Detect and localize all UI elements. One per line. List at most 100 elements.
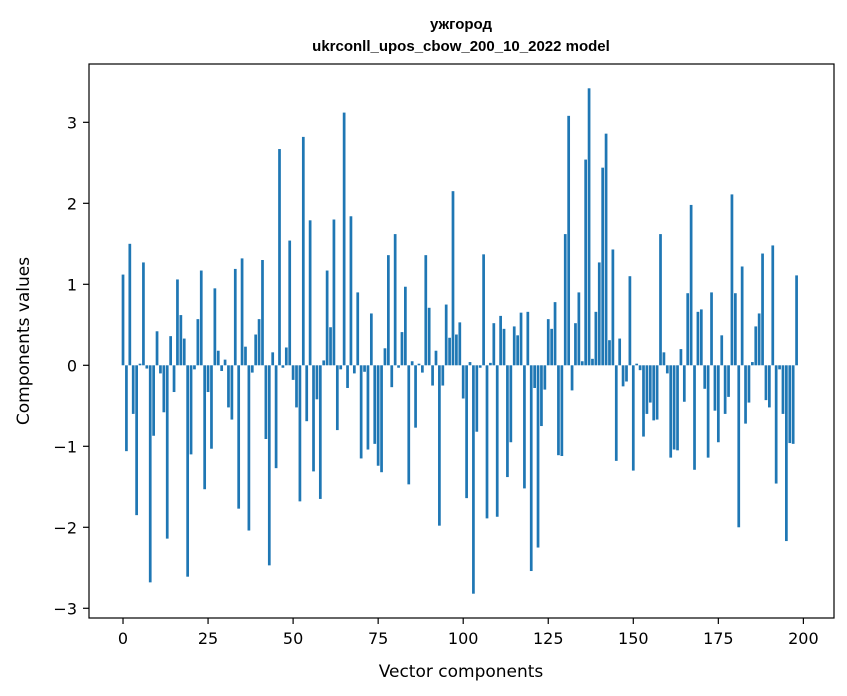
bar-component-105 — [478, 365, 482, 368]
bar-component-177 — [723, 365, 727, 414]
bar-component-73 — [369, 313, 373, 366]
bar-component-109 — [492, 323, 496, 366]
bar-component-121 — [533, 365, 536, 388]
bar-component-168 — [693, 365, 696, 470]
bar-component-178 — [727, 365, 730, 397]
bar-component-102 — [468, 362, 472, 366]
bar-component-176 — [720, 335, 724, 366]
bar-component-3 — [131, 365, 135, 414]
bar-component-104 — [475, 365, 479, 432]
bar-component-8 — [148, 365, 152, 583]
bar-component-32 — [230, 365, 234, 420]
bar-component-138 — [591, 358, 594, 366]
bar-component-172 — [706, 365, 710, 458]
bar-component-161 — [669, 365, 673, 458]
bar-component-9 — [152, 365, 155, 436]
bar-component-160 — [665, 365, 669, 374]
bar-component-189 — [764, 365, 768, 401]
bar-component-38 — [250, 365, 254, 373]
bar-component-112 — [502, 328, 506, 366]
bar-component-87 — [417, 363, 421, 366]
bar-component-92 — [434, 350, 438, 366]
bar-component-54 — [305, 365, 309, 422]
bar-component-91 — [431, 365, 434, 386]
bar-component-63 — [335, 365, 339, 431]
bar-component-42 — [264, 365, 268, 439]
bar-component-148 — [625, 365, 628, 382]
bar-component-24 — [203, 365, 207, 490]
bar-component-190 — [768, 365, 771, 408]
bar-component-77 — [383, 348, 387, 366]
y-tick-label: 2 — [67, 194, 77, 213]
bar-component-151 — [635, 363, 639, 366]
bar-component-95 — [444, 304, 448, 366]
bar-component-6 — [142, 262, 145, 366]
bar-component-53 — [301, 136, 305, 366]
x-axis-ticks: 0 25 50 75 100 125 150 175 200 — [118, 618, 819, 648]
bar-component-41 — [261, 260, 264, 366]
bar-component-27 — [213, 288, 217, 366]
y-tick-label: −2 — [53, 518, 77, 537]
bar-component-171 — [703, 365, 707, 389]
bar-component-97 — [451, 191, 455, 366]
bar-component-139 — [594, 311, 598, 366]
bar-component-108 — [489, 362, 492, 366]
bar-component-149 — [628, 276, 632, 366]
bar-component-17 — [179, 315, 183, 366]
bar-component-94 — [441, 365, 445, 386]
bar-component-157 — [655, 365, 659, 420]
bar-component-166 — [686, 293, 690, 366]
x-tick-label: 175 — [703, 629, 734, 648]
bar-component-46 — [278, 149, 281, 366]
plot-frame — [88, 63, 835, 619]
bar-component-134 — [577, 292, 581, 366]
bar-component-26 — [210, 365, 213, 449]
bar-component-96 — [448, 337, 451, 366]
y-axis-ticks: −3 −2 −1 0 1 2 3 — [53, 113, 89, 618]
bar-component-116 — [516, 335, 519, 366]
bar-component-22 — [196, 319, 200, 366]
bar-component-25 — [206, 365, 210, 393]
bar-component-196 — [788, 365, 792, 444]
bar-component-143 — [608, 340, 611, 366]
bar-component-113 — [506, 365, 509, 478]
bar-component-98 — [455, 334, 458, 366]
bar-component-173 — [710, 292, 713, 366]
bar-component-152 — [638, 365, 642, 371]
bar-component-110 — [495, 365, 499, 517]
bar-component-153 — [642, 365, 645, 437]
bar-component-82 — [400, 332, 404, 366]
bar-component-154 — [645, 365, 649, 414]
x-tick-label: 150 — [618, 629, 649, 648]
bar-component-180 — [733, 293, 737, 366]
bar-component-62 — [332, 219, 336, 366]
bar-component-142 — [604, 133, 608, 366]
bar-component-28 — [216, 350, 220, 366]
bar-component-86 — [414, 365, 417, 428]
x-tick-label: 25 — [198, 629, 218, 648]
x-tick-label: 100 — [448, 629, 479, 648]
bar-component-48 — [284, 347, 288, 366]
bar-component-111 — [499, 315, 502, 366]
bar-component-47 — [281, 365, 285, 368]
bar-component-156 — [652, 365, 656, 421]
bar-component-170 — [699, 309, 703, 366]
y-axis-label: Components values — [14, 257, 34, 425]
bar-component-2 — [128, 243, 132, 366]
bar-component-159 — [662, 352, 666, 366]
bar-component-184 — [747, 365, 751, 403]
bar-component-13 — [165, 365, 169, 539]
bars-group — [121, 88, 798, 594]
bar-component-12 — [162, 365, 166, 413]
bar-component-119 — [526, 311, 530, 366]
bar-component-125 — [546, 319, 550, 366]
chart-title: ужгород — [430, 16, 493, 33]
bar-component-182 — [740, 266, 744, 366]
bar-component-65 — [342, 112, 346, 366]
bar-component-193 — [778, 365, 781, 370]
bar-component-198 — [795, 275, 798, 366]
bar-component-14 — [169, 336, 172, 366]
bar-component-133 — [574, 323, 577, 366]
bar-component-66 — [346, 365, 349, 388]
bar-component-84 — [407, 365, 411, 485]
